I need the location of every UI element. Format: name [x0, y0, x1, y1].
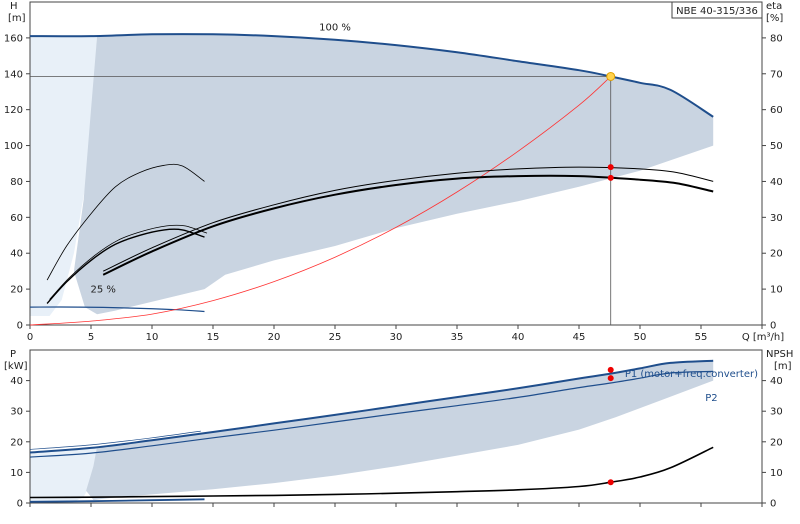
y-tick-label-right: 70 [770, 69, 783, 80]
x-tick-label: 0 [27, 332, 33, 343]
chart-title: NBE 40-315/336 [676, 6, 758, 17]
eta-total-25-curve [46, 228, 205, 304]
npsh-tick-label: 30 [770, 407, 783, 418]
x-tick-label: 40 [512, 332, 525, 343]
x-tick-label: 55 [695, 332, 708, 343]
npsh-tick-label: 40 [770, 376, 783, 387]
npsh-axis-unit: NPSH [766, 349, 793, 360]
p-tick-label: 30 [10, 407, 23, 418]
y-tick-label-left: 120 [4, 105, 23, 116]
p-tick-label: 20 [10, 437, 23, 448]
title-frame [671, 1, 763, 19]
head-markers [30, 71, 616, 325]
x-tick-label: Q [m³/h] [742, 332, 784, 343]
op-p1-marker [607, 366, 614, 373]
op-head-marker [606, 71, 616, 81]
power-axis-unit: P [10, 349, 16, 360]
p-tick-label: 40 [10, 376, 23, 387]
op-npsh-marker [607, 479, 614, 486]
y-tick-label-left: 100 [4, 141, 23, 152]
y-tick-label-right: 80 [770, 33, 783, 44]
x-tick-label: 35 [451, 332, 464, 343]
y-tick-label-left: 80 [10, 177, 23, 188]
eta-pump-100-curve [102, 166, 714, 272]
y-tick-label-left: 140 [4, 69, 23, 80]
head-chart: 0 5 10 15 20 25 30 35 40 45 50 55 Q [m³/h]0204060801… [4, 1, 784, 343]
power-markers [607, 366, 614, 486]
npsh-axis-sub: [m] [774, 361, 792, 372]
op-eta-total-marker [607, 174, 614, 181]
eta-axis-sub: [%] [766, 13, 783, 24]
x-tick-label: 30 [390, 332, 403, 343]
x-tick-label: 5 [88, 332, 94, 343]
head-axis-unit: H [10, 1, 18, 12]
head-axis-sub: [m] [8, 13, 26, 24]
y-tick-label-left: 160 [4, 33, 23, 44]
curve-label-25: 25 % [90, 285, 115, 296]
power-operating-region [30, 360, 714, 503]
npsh-tick-label: 20 [770, 437, 783, 448]
eta-pump-25-curve [46, 163, 205, 281]
x-tick-label: 10 [146, 332, 159, 343]
legend-p1: P1 (motor+freq.converter) [625, 369, 758, 380]
x-tick-label: 15 [207, 332, 220, 343]
head-curve-25 [29, 306, 205, 313]
p1-25-curve [29, 430, 201, 450]
y-tick-label-left: 60 [10, 213, 23, 224]
head-curve-100 [29, 33, 714, 118]
eta-axis-unit: eta [766, 1, 782, 12]
x-tick-label: 20 [268, 332, 281, 343]
power-curves [29, 359, 714, 503]
y-tick-label-left: 40 [10, 249, 23, 260]
y-tick-label-right: 30 [770, 213, 783, 224]
eta-total-25-outline [49, 224, 208, 300]
x-tick-label: 50 [634, 332, 647, 343]
power-light-region [30, 446, 98, 503]
x-tick-label: 45 [573, 332, 586, 343]
head-light-region [30, 36, 98, 317]
y-tick-label-right: 40 [770, 177, 783, 188]
power-npsh-chart: 0 10 20 30 40 0 10 20 30 40 P [kW] NPSH [m] P1 (m… [4, 349, 793, 510]
p1-curve [29, 359, 714, 454]
npsh-curve [29, 446, 714, 499]
system-curve [29, 76, 611, 326]
chart-title-box: NBE 40-315/336 [671, 1, 763, 19]
power-axis-sub: [kW] [4, 361, 28, 372]
legend-p2: P2 [705, 393, 717, 404]
head-operating-region [30, 34, 714, 317]
y-tick-label-right: 0 [770, 321, 776, 332]
y-tick-label-right: 50 [770, 141, 783, 152]
op-p2-marker [607, 375, 614, 382]
p-tick-label: 10 [10, 468, 23, 479]
head-curves [29, 33, 714, 326]
y-tick-label-left: 20 [10, 285, 23, 296]
power-25-curve [29, 498, 205, 503]
x-tick-label: 25 [329, 332, 342, 343]
y-tick-label-right: 60 [770, 105, 783, 116]
head-operating-region-area [73, 34, 714, 315]
npsh-tick-label: 0 [770, 499, 776, 510]
curve-label-100: 100 % [319, 23, 351, 34]
power-operating-region-area [86, 360, 714, 500]
p-tick-label: 0 [17, 499, 23, 510]
y-tick-label-left: 0 [17, 321, 23, 332]
y-tick-label-right: 10 [770, 285, 783, 296]
head-labels: 100 % 25 % [90, 23, 350, 296]
npsh-tick-label: 10 [770, 468, 783, 479]
op-eta-pump-marker [607, 164, 614, 171]
p2-curve [29, 370, 714, 458]
eta-total-100-curve [102, 174, 714, 276]
power-axes: 0 10 20 30 40 0 10 20 30 40 [10, 349, 783, 510]
y-tick-label-right: 20 [770, 249, 783, 260]
head-axes: 0 5 10 15 20 25 30 35 40 45 50 55 Q [m³/h]0204060801… [4, 1, 784, 343]
